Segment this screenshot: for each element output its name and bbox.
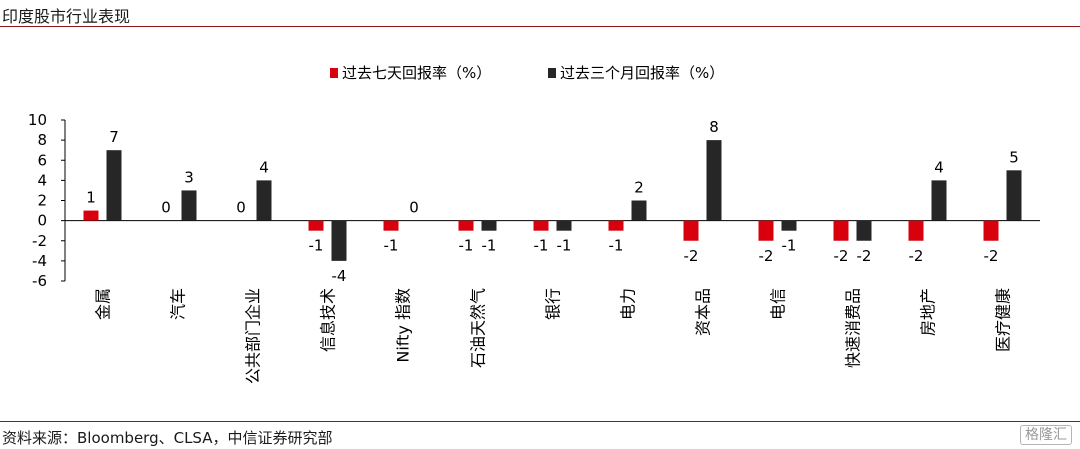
y-tick-label: 4: [37, 171, 47, 189]
category-label: 汽车: [169, 288, 188, 320]
y-tick-label: 10: [28, 111, 47, 129]
y-tick-label: 2: [37, 192, 47, 210]
bar-seven-day: [383, 220, 399, 231]
bar-seven-day: [758, 220, 774, 241]
category-label: 银行: [544, 288, 563, 320]
bar-value-label: -1: [534, 237, 549, 255]
bar-value-label: 0: [409, 199, 419, 217]
bar-seven-day: [83, 210, 99, 221]
page-title: 印度股市行业表现: [2, 7, 131, 26]
bar-three-month: [181, 190, 197, 221]
bar-value-label: -1: [309, 237, 324, 255]
category-label: Nifty 指数: [394, 288, 413, 363]
category-label: 石油天然气: [469, 288, 488, 368]
bar-seven-day: [683, 220, 699, 241]
bar-value-label: -1: [557, 237, 572, 255]
bar-value-label: -2: [684, 247, 699, 265]
bar-three-month: [781, 220, 797, 231]
y-tick-label: 6: [37, 151, 47, 169]
legend-swatch: [330, 68, 338, 78]
bar-value-label: 8: [709, 118, 719, 136]
bar-three-month: [256, 180, 272, 221]
category-label: 公共部门企业: [244, 288, 263, 384]
bar-value-label: -2: [909, 247, 924, 265]
bar-three-month: [931, 180, 947, 221]
category-label: 房地产: [919, 288, 938, 336]
bar-three-month: [331, 220, 347, 261]
bar-value-label: 2: [634, 179, 644, 197]
bar-value-label: 4: [259, 158, 269, 176]
category-label: 快速消费品: [844, 288, 863, 368]
bar-seven-day: [833, 220, 849, 241]
bar-three-month: [106, 150, 122, 221]
bar-value-label: -1: [782, 237, 797, 255]
category-label: 医疗健康: [994, 288, 1013, 352]
category-label: 信息技术: [319, 288, 338, 352]
bar-three-month: [556, 220, 572, 231]
category-label: 金属: [94, 288, 113, 320]
legend-label: 过去三个月回报率（%）: [560, 64, 724, 82]
bar-value-label: 0: [236, 199, 246, 217]
bar-value-label: -1: [609, 237, 624, 255]
watermark-logo: 格隆汇: [1020, 425, 1072, 445]
y-tick-label: -2: [32, 232, 47, 250]
y-tick-label: -6: [32, 272, 47, 290]
y-tick-label: 8: [37, 131, 47, 149]
source-note: 资料来源：Bloomberg、CLSA，中信证券研究部: [2, 429, 333, 447]
bar-seven-day: [983, 220, 999, 241]
bar-three-month: [1006, 170, 1022, 221]
category-label: 电信: [769, 288, 788, 320]
bar-value-label: -2: [857, 247, 872, 265]
bar-value-label: 5: [1009, 148, 1019, 166]
bar-value-label: -4: [332, 267, 347, 285]
bar-value-label: 3: [184, 168, 194, 186]
category-label: 资本品: [694, 288, 713, 336]
legend-label: 过去七天回报率（%）: [342, 64, 491, 82]
category-label: 电力: [619, 288, 638, 320]
bar-value-label: -1: [384, 237, 399, 255]
bar-value-label: 1: [86, 189, 96, 207]
bar-chart: 1086420-2-4-617金属03汽车04公共部门企业-1-4信息技术-10…: [28, 64, 1040, 384]
bar-seven-day: [308, 220, 324, 231]
bar-value-label: -1: [459, 237, 474, 255]
footer-divider: [0, 421, 1080, 422]
bar-value-label: -2: [834, 247, 849, 265]
y-tick-label: -4: [32, 252, 47, 270]
bar-value-label: -2: [759, 247, 774, 265]
bar-value-label: 0: [161, 199, 171, 217]
bar-seven-day: [533, 220, 549, 231]
bar-seven-day: [608, 220, 624, 231]
bar-three-month: [856, 220, 872, 241]
bar-seven-day: [908, 220, 924, 241]
legend-swatch: [548, 68, 556, 78]
bar-three-month: [631, 200, 647, 221]
bar-value-label: -1: [482, 237, 497, 255]
bar-value-label: 4: [934, 158, 944, 176]
bar-three-month: [481, 220, 497, 231]
bar-seven-day: [458, 220, 474, 231]
bar-three-month: [706, 140, 722, 221]
bar-value-label: -2: [984, 247, 999, 265]
y-tick-label: 0: [37, 212, 47, 230]
title-divider: [0, 26, 1080, 27]
bar-value-label: 7: [109, 128, 119, 146]
